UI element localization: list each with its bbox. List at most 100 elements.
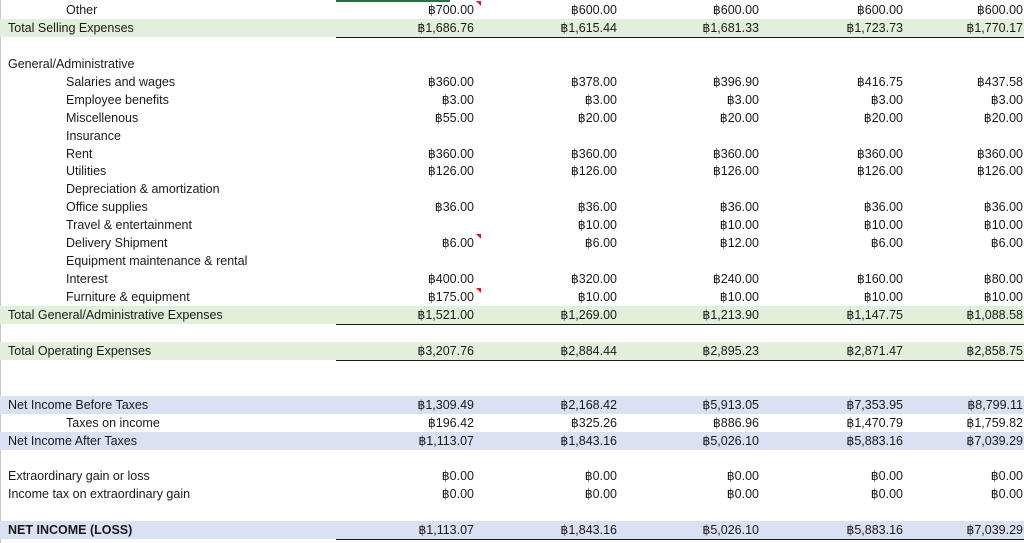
value-cell[interactable]: ฿1,723.73 <box>846 21 903 35</box>
row-label[interactable]: Net Income Before Taxes <box>8 398 149 412</box>
sheet-row[interactable]: Travel & entertainment ฿10.00 ฿10.00 ฿10.00… <box>0 216 1024 234</box>
value-cell[interactable]: ฿2,884.44 <box>560 344 617 358</box>
row-label[interactable]: Net Income After Taxes <box>8 434 137 448</box>
sheet-row[interactable]: Equipment maintenance & rental <box>0 252 1024 270</box>
value-cell[interactable]: ฿360.00 <box>427 75 474 89</box>
value-cell[interactable] <box>364 216 474 234</box>
value-cell[interactable]: ฿126.00 <box>570 164 617 178</box>
value-cell[interactable]: ฿0.00 <box>441 487 474 501</box>
value-cell[interactable]: ฿7,353.95 <box>846 398 903 412</box>
value-cell[interactable]: ฿12.00 <box>719 236 759 250</box>
row-label[interactable]: Office supplies <box>66 200 148 214</box>
sheet-row[interactable]: Total Operating Expenses ฿3,207.76 ฿2,884.… <box>0 342 1024 361</box>
value-cell[interactable]: ฿416.75 <box>856 75 903 89</box>
value-cell[interactable]: ฿600.00 <box>570 3 617 17</box>
value-cell[interactable]: ฿360.00 <box>976 147 1023 161</box>
value-cell[interactable]: ฿360.00 <box>712 147 759 161</box>
value-cell[interactable]: ฿10.00 <box>983 290 1023 304</box>
value-cell[interactable]: ฿6.00 <box>441 236 474 250</box>
value-cell[interactable]: ฿325.26 <box>570 416 617 430</box>
value-cell[interactable]: ฿5,883.16 <box>846 523 903 537</box>
sheet-row[interactable]: Utilities ฿126.00 ฿126.00 ฿126.00 ฿126.00 ฿12… <box>0 162 1024 180</box>
row-label[interactable]: Total Operating Expenses <box>8 344 152 358</box>
value-cell[interactable]: ฿20.00 <box>983 111 1023 125</box>
value-cell[interactable]: ฿600.00 <box>976 3 1023 17</box>
value-cell[interactable]: ฿6.00 <box>870 236 903 250</box>
value-cell[interactable]: ฿1,521.00 <box>417 308 474 322</box>
sheet-row[interactable]: General/Administrative <box>0 55 1024 73</box>
value-cell[interactable]: ฿2,858.75 <box>966 344 1023 358</box>
value-cell[interactable]: ฿0.00 <box>870 469 903 483</box>
sheet-row[interactable]: Furniture & equipment ฿175.00 ฿10.00 ฿10.00… <box>0 288 1024 306</box>
row-label[interactable]: Insurance <box>66 129 121 143</box>
value-cell[interactable]: ฿600.00 <box>712 3 759 17</box>
sheet-row[interactable]: Depreciation & amortization <box>0 180 1024 198</box>
value-cell[interactable]: ฿126.00 <box>856 164 903 178</box>
value-cell[interactable]: ฿0.00 <box>584 469 617 483</box>
row-label[interactable]: Other <box>66 3 98 17</box>
value-cell[interactable]: ฿10.00 <box>863 218 903 232</box>
value-cell[interactable]: ฿0.00 <box>726 469 759 483</box>
value-cell[interactable]: ฿3.00 <box>870 93 903 107</box>
value-cell[interactable]: ฿36.00 <box>434 200 474 214</box>
row-label[interactable]: Income tax on extraordinary gain <box>8 487 191 501</box>
row-label[interactable]: Employee benefits <box>66 93 169 107</box>
value-cell[interactable]: ฿3,207.76 <box>417 344 474 358</box>
value-cell[interactable]: ฿7,039.29 <box>966 434 1023 448</box>
value-cell[interactable]: ฿1,213.90 <box>702 308 759 322</box>
sheet-row[interactable] <box>0 450 1024 468</box>
value-cell[interactable]: ฿1,770.17 <box>966 21 1023 35</box>
value-cell[interactable]: ฿320.00 <box>570 272 617 286</box>
value-cell[interactable]: ฿1,470.79 <box>846 416 903 430</box>
value-cell[interactable]: ฿7,039.29 <box>966 523 1023 537</box>
value-cell[interactable]: ฿5,026.10 <box>702 523 759 537</box>
value-cell[interactable]: ฿1,843.16 <box>560 434 617 448</box>
sheet-row[interactable]: Net Income After Taxes ฿1,113.07 ฿1,843.16… <box>0 432 1024 450</box>
row-label[interactable]: Furniture & equipment <box>66 290 190 304</box>
sheet-row[interactable]: Employee benefits ฿3.00 ฿3.00 ฿3.00 ฿3.00 ฿3.… <box>0 91 1024 109</box>
sheet-row[interactable] <box>0 378 1024 396</box>
value-cell[interactable]: ฿196.42 <box>427 416 474 430</box>
value-cell[interactable]: ฿360.00 <box>856 147 903 161</box>
value-cell[interactable]: ฿1,113.07 <box>418 434 474 448</box>
sheet-row[interactable]: Income tax on extraordinary gain ฿0.00 ฿0.… <box>0 485 1024 503</box>
value-cell[interactable]: ฿6.00 <box>990 236 1023 250</box>
row-label[interactable]: Salaries and wages <box>66 75 176 89</box>
row-label[interactable]: Equipment maintenance & rental <box>66 254 248 268</box>
value-cell[interactable]: ฿55.00 <box>434 111 474 125</box>
sheet-row[interactable]: Taxes on income ฿196.42 ฿325.26 ฿886.96 ฿1,4… <box>0 414 1024 432</box>
sheet-row[interactable]: Office supplies ฿36.00 ฿36.00 ฿36.00 ฿36.00 ฿… <box>0 198 1024 216</box>
value-cell[interactable]: ฿437.58 <box>976 75 1023 89</box>
sheet-row[interactable]: Other ฿700.00 ฿600.00 ฿600.00 ฿600.00 ฿600.00 <box>0 1 1024 19</box>
value-cell[interactable]: ฿3.00 <box>990 93 1023 107</box>
value-cell[interactable]: ฿0.00 <box>870 487 903 501</box>
value-cell[interactable]: ฿160.00 <box>856 272 903 286</box>
value-cell[interactable]: ฿126.00 <box>712 164 759 178</box>
value-cell[interactable]: ฿0.00 <box>441 469 474 483</box>
value-cell[interactable]: ฿5,026.10 <box>702 434 759 448</box>
value-cell[interactable]: ฿0.00 <box>990 487 1023 501</box>
sheet-row[interactable] <box>0 360 1024 378</box>
sheet-row[interactable]: Extraordinary gain or loss ฿0.00 ฿0.00 ฿0.0… <box>0 467 1024 485</box>
row-label[interactable]: Delivery Shipment <box>66 236 168 250</box>
row-label[interactable]: Extraordinary gain or loss <box>8 469 150 483</box>
value-cell[interactable]: ฿3.00 <box>726 93 759 107</box>
value-cell[interactable]: ฿240.00 <box>712 272 759 286</box>
row-label[interactable]: Taxes on income <box>66 416 160 430</box>
value-cell[interactable]: ฿3.00 <box>584 93 617 107</box>
value-cell[interactable]: ฿700.00 <box>427 3 474 17</box>
comment-indicator-icon[interactable] <box>476 1 481 6</box>
row-label[interactable]: Miscellenous <box>66 111 139 125</box>
value-cell[interactable]: ฿1,147.75 <box>846 308 903 322</box>
value-cell[interactable]: ฿10.00 <box>863 290 903 304</box>
value-cell[interactable]: ฿10.00 <box>719 218 759 232</box>
value-cell[interactable]: ฿8,799.11 <box>967 398 1023 412</box>
value-cell[interactable]: ฿126.00 <box>427 164 474 178</box>
value-cell[interactable]: ฿1,309.49 <box>417 398 474 412</box>
value-cell[interactable]: ฿175.00 <box>427 290 474 304</box>
value-cell[interactable]: ฿600.00 <box>856 3 903 17</box>
row-label[interactable]: Rent <box>66 147 93 161</box>
value-cell[interactable]: ฿20.00 <box>719 111 759 125</box>
value-cell[interactable]: ฿20.00 <box>863 111 903 125</box>
